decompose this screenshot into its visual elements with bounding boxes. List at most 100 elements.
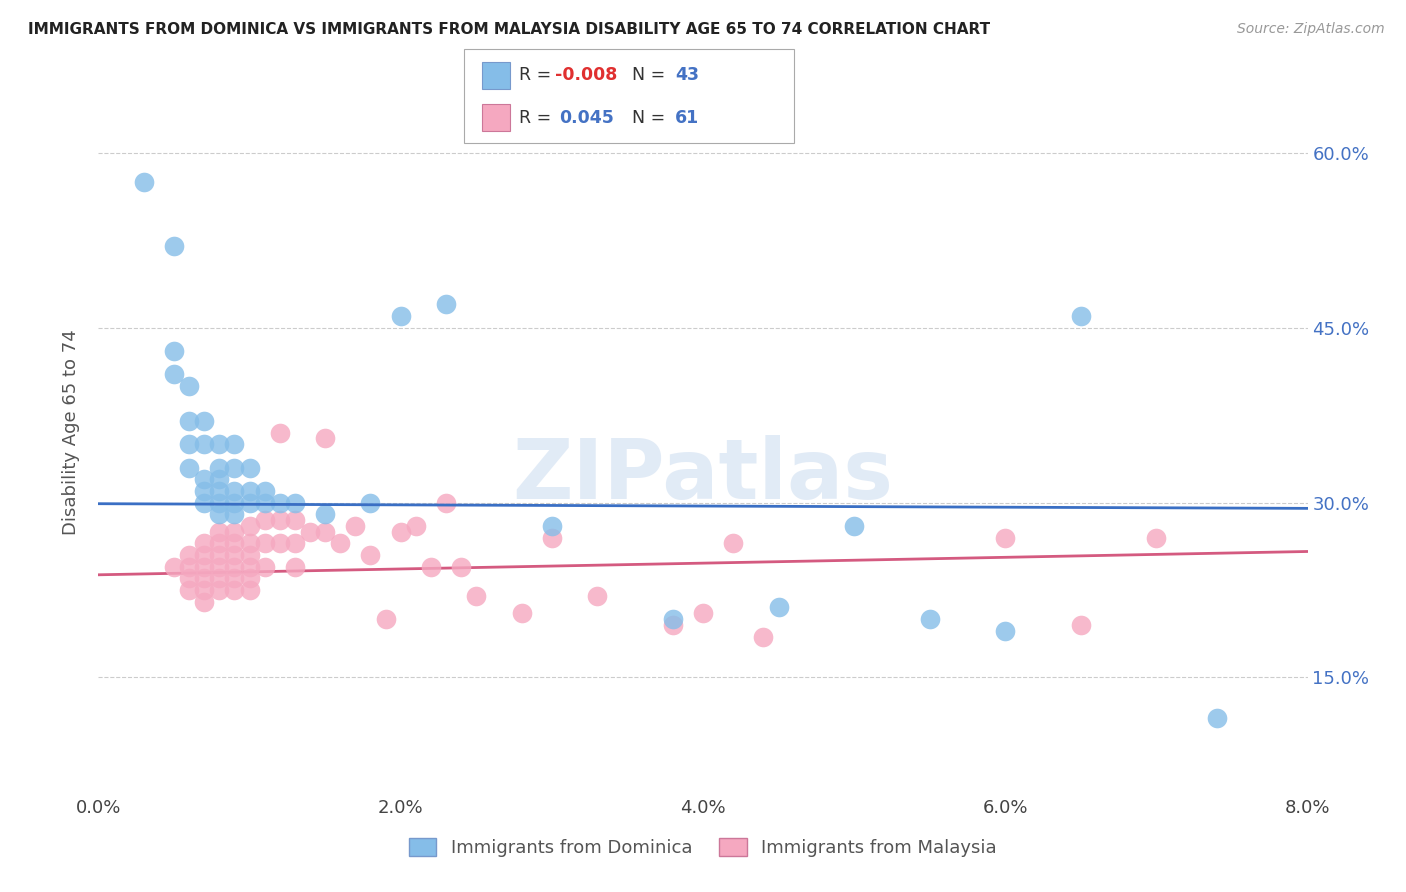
Point <box>253 495 276 509</box>
Point <box>284 513 307 527</box>
Text: 61: 61 <box>675 109 699 127</box>
Point <box>329 536 352 550</box>
Point <box>450 559 472 574</box>
Point <box>1206 711 1229 725</box>
Point <box>163 559 186 574</box>
Point <box>434 297 457 311</box>
Point <box>208 524 231 539</box>
Point <box>179 559 201 574</box>
Point <box>193 483 215 498</box>
Point <box>208 495 231 509</box>
Point <box>224 536 246 550</box>
Point <box>269 425 291 440</box>
Point <box>344 519 367 533</box>
Point <box>405 519 427 533</box>
Point <box>193 536 215 550</box>
Point <box>540 531 562 545</box>
Point <box>314 524 336 539</box>
Point <box>510 607 533 621</box>
Point <box>269 536 291 550</box>
Point <box>389 309 412 323</box>
Point <box>239 495 262 509</box>
Point <box>208 559 231 574</box>
Point <box>269 495 291 509</box>
Text: R =: R = <box>519 67 557 85</box>
Point <box>994 531 1017 545</box>
Point <box>661 618 683 632</box>
Point <box>284 559 307 574</box>
Point <box>284 495 307 509</box>
Point <box>179 460 201 475</box>
Point <box>224 559 246 574</box>
Point <box>224 548 246 562</box>
Point <box>239 559 262 574</box>
Text: IMMIGRANTS FROM DOMINICA VS IMMIGRANTS FROM MALAYSIA DISABILITY AGE 65 TO 74 COR: IMMIGRANTS FROM DOMINICA VS IMMIGRANTS F… <box>28 22 990 37</box>
Text: N =: N = <box>621 109 671 127</box>
Point <box>374 612 396 626</box>
Point <box>434 495 457 509</box>
Text: 43: 43 <box>675 67 699 85</box>
Point <box>465 589 488 603</box>
Point <box>269 513 291 527</box>
Point <box>163 344 186 359</box>
Point <box>918 612 941 626</box>
Point <box>224 571 246 585</box>
Point <box>179 571 201 585</box>
Point <box>224 582 246 597</box>
Text: 0.045: 0.045 <box>560 109 614 127</box>
Point <box>208 582 231 597</box>
Point <box>752 630 775 644</box>
Point <box>208 548 231 562</box>
Point <box>253 559 276 574</box>
Text: -0.008: -0.008 <box>555 67 617 85</box>
Point <box>224 524 246 539</box>
Point <box>360 548 382 562</box>
Point <box>284 536 307 550</box>
Text: N =: N = <box>621 67 671 85</box>
Point <box>239 548 262 562</box>
Point <box>239 519 262 533</box>
Point <box>239 536 262 550</box>
Point <box>253 536 276 550</box>
Point <box>193 414 215 428</box>
Point <box>661 612 683 626</box>
Point <box>208 460 231 475</box>
Point <box>163 239 186 253</box>
Point <box>239 582 262 597</box>
Point <box>193 594 215 608</box>
Point <box>360 495 382 509</box>
Point <box>586 589 609 603</box>
Point <box>420 559 443 574</box>
Legend: Immigrants from Dominica, Immigrants from Malaysia: Immigrants from Dominica, Immigrants fro… <box>402 830 1004 864</box>
Point <box>193 559 215 574</box>
Point <box>224 483 246 498</box>
Point <box>224 460 246 475</box>
Point <box>208 483 231 498</box>
Point <box>163 368 186 382</box>
Point <box>314 432 336 446</box>
Point <box>540 519 562 533</box>
Point <box>1146 531 1168 545</box>
Point <box>253 513 276 527</box>
Point <box>179 437 201 451</box>
Point <box>208 437 231 451</box>
Point <box>239 483 262 498</box>
Point <box>193 495 215 509</box>
Point <box>253 483 276 498</box>
Point <box>723 536 745 550</box>
Point <box>1070 309 1092 323</box>
Point <box>224 495 246 509</box>
Point <box>179 582 201 597</box>
Point <box>208 536 231 550</box>
Point <box>193 472 215 486</box>
Point <box>179 414 201 428</box>
Point <box>314 507 336 521</box>
Point <box>193 548 215 562</box>
Point <box>389 524 412 539</box>
Point <box>208 472 231 486</box>
Text: ZIPatlas: ZIPatlas <box>513 435 893 516</box>
Point <box>299 524 322 539</box>
Point <box>179 379 201 393</box>
Point <box>994 624 1017 638</box>
Point <box>239 571 262 585</box>
